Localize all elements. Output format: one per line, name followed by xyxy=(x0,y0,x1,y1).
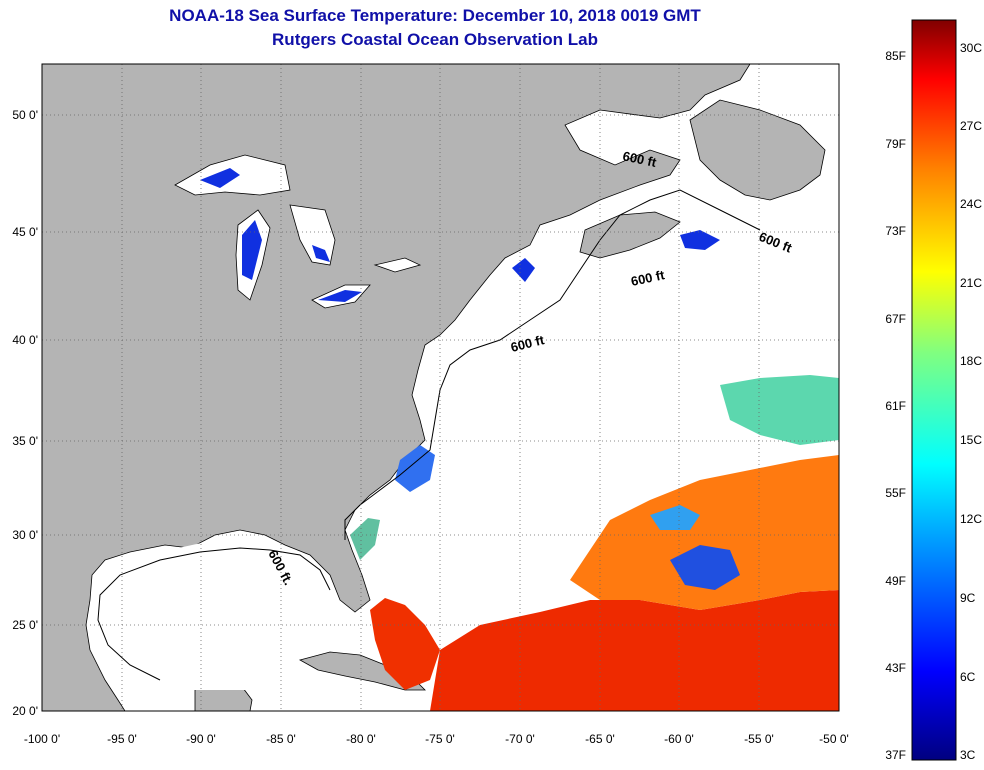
sst-warm-gulfstream xyxy=(570,455,839,610)
colorbar-c-label: 12C xyxy=(960,512,982,526)
colorbar-c-label: 15C xyxy=(960,433,982,447)
lon-label: -85 0' xyxy=(266,732,296,746)
lat-label: 30 0' xyxy=(12,528,38,542)
lake-temperatures xyxy=(200,168,362,302)
colorbar-c-label: 3C xyxy=(960,748,976,762)
colorbar: 85F 79F 73F 67F 61F 55F 49F 43F 37F 30C … xyxy=(885,19,982,762)
lat-label: 35 0' xyxy=(12,434,38,448)
lon-labels: -100 0' -95 0' -90 0' -85 0' -80 0' -75 … xyxy=(24,732,849,746)
colorbar-f-label: 73F xyxy=(885,224,906,238)
contour-label: 600 ft xyxy=(630,267,667,289)
sst-maine-cold xyxy=(512,258,535,282)
colorbar-c-label: 30C xyxy=(960,41,982,55)
contour-600ft-gulf xyxy=(97,547,331,681)
colorbar-f-label: 49F xyxy=(885,574,906,588)
sst-cool-eddy-2 xyxy=(650,505,700,530)
lat-labels: 50 0' 45 0' 40 0' 35 0' 30 0' 25 0' 20 0… xyxy=(12,108,38,718)
lon-label: -50 0' xyxy=(819,732,849,746)
sst-mid-scattered xyxy=(720,375,839,445)
colorbar-f-label: 61F xyxy=(885,399,906,413)
map-subtitle: Rutgers Coastal Ocean Observation Lab xyxy=(272,30,598,49)
contour-600ft xyxy=(344,189,761,540)
lon-label: -75 0' xyxy=(425,732,455,746)
gulf-of-mexico xyxy=(92,540,360,690)
land-nova-scotia xyxy=(579,211,681,259)
lat-label: 45 0' xyxy=(12,225,38,239)
lon-label: -65 0' xyxy=(585,732,615,746)
lon-label: -55 0' xyxy=(744,732,774,746)
contour-label: 600 ft xyxy=(621,148,658,170)
lat-label: 25 0' xyxy=(12,618,38,632)
lat-label: 40 0' xyxy=(12,333,38,347)
sst-warm-tropical xyxy=(430,590,839,711)
sst-cool-eddy xyxy=(670,545,740,590)
land-cuba xyxy=(298,651,426,691)
colorbar-c-label: 21C xyxy=(960,276,982,290)
colorbar-f-label: 85F xyxy=(885,49,906,63)
lon-label: -90 0' xyxy=(186,732,216,746)
colorbar-f-label: 55F xyxy=(885,486,906,500)
colorbar-scale xyxy=(911,19,957,761)
map-title: NOAA-18 Sea Surface Temperature: Decembe… xyxy=(169,6,701,25)
lon-label: -70 0' xyxy=(505,732,535,746)
lat-label: 50 0' xyxy=(12,108,38,122)
land-newfoundland xyxy=(689,99,826,201)
colorbar-f-label: 67F xyxy=(885,312,906,326)
colorbar-c-label: 9C xyxy=(960,591,976,605)
map-frame xyxy=(41,63,840,712)
sst-nova-scotia-cold xyxy=(680,230,720,250)
colorbar-f-label: 37F xyxy=(885,748,906,762)
colorbar-c-label: 6C xyxy=(960,670,976,684)
sst-carolina-shelf xyxy=(395,445,435,492)
lat-label: 20 0' xyxy=(12,704,38,718)
lon-label: -80 0' xyxy=(346,732,376,746)
colorbar-f-label: 79F xyxy=(885,137,906,151)
graticule xyxy=(42,64,839,711)
colorbar-c-label: 18C xyxy=(960,354,982,368)
colorbar-c-label: 24C xyxy=(960,197,982,211)
lon-label: -100 0' xyxy=(24,732,60,746)
sst-florida-coast xyxy=(350,518,380,560)
lon-label: -95 0' xyxy=(107,732,137,746)
sst-bahamas xyxy=(370,598,440,690)
colorbar-f-label: 43F xyxy=(885,661,906,675)
lon-label: -60 0' xyxy=(664,732,694,746)
colorbar-c-label: 27C xyxy=(960,119,982,133)
